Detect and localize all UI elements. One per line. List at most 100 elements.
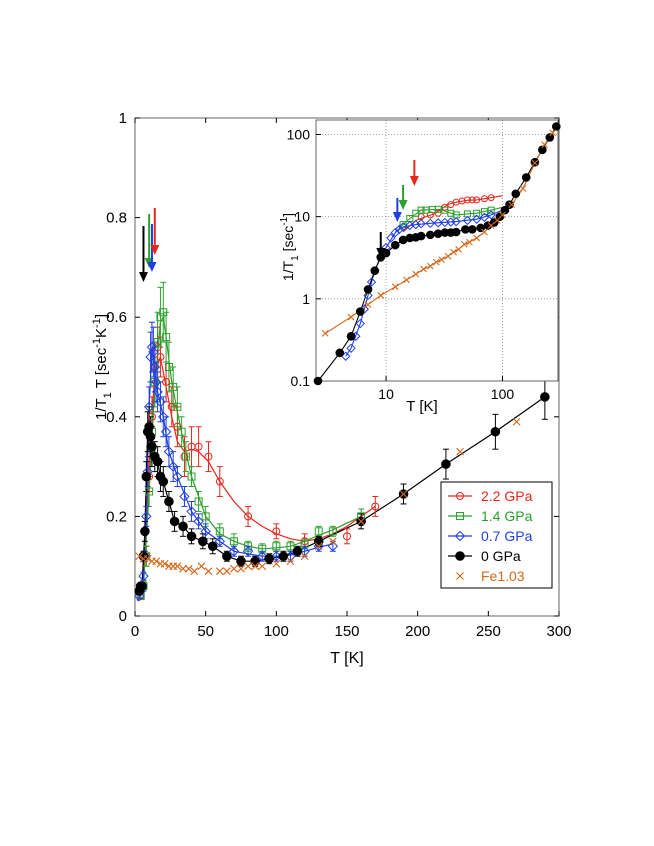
inset-point-1-6: [434, 205, 442, 213]
main-x-tick-label-1: 50: [197, 623, 214, 640]
main-point-3-13: [158, 476, 169, 487]
main-point-1-7: [156, 313, 165, 322]
main-arrow-0: [138, 226, 148, 282]
inset-point-2-21: [451, 216, 461, 227]
inset-point-2-5: [363, 290, 373, 301]
inset-point-1-12: [480, 208, 488, 216]
inset-point-3-4: [363, 285, 373, 294]
inset-point-3-1: [335, 348, 345, 358]
main-point-1-19: [229, 537, 238, 546]
main-ylabel-sup2: -1: [91, 318, 103, 328]
main-point-2-10: [148, 346, 159, 358]
main-x-tick-label-2: 100: [264, 623, 289, 640]
main-point-1-20: [244, 542, 253, 551]
main-point-1-13: [177, 427, 186, 436]
inset-point-0-1: [426, 211, 434, 219]
main-point-2-25: [228, 546, 240, 557]
inset-line-1: [394, 206, 503, 233]
main-point-4-27: [357, 517, 366, 526]
inset-point-3-23: [495, 212, 505, 221]
main-arrow-3-head: [150, 245, 160, 255]
main-point-2-12: [150, 376, 162, 388]
main-y-tick-label-1: 0.2: [106, 508, 127, 525]
legend-marker-4: [456, 572, 464, 580]
inset-point-0-11: [487, 194, 495, 202]
inset-point-4-1: [347, 313, 355, 321]
main-y-tick-label-5: 1: [119, 110, 127, 127]
inset-point-4-3: [377, 292, 385, 299]
inset-point-4-14: [460, 240, 468, 248]
main-arrow-3: [150, 208, 160, 255]
main-point-4-6: [160, 559, 169, 568]
main-arrow-2: [147, 224, 157, 272]
main-point-2-18: [167, 461, 179, 472]
main-point-2-20: [179, 491, 190, 502]
main-x-tick-label-4: 200: [405, 623, 430, 640]
main-y-tick-label-2: 0.4: [106, 409, 127, 426]
legend-item-4: Fe1.03: [456, 568, 525, 584]
main-point-3-5: [141, 471, 152, 482]
inset-point-0-8: [468, 196, 476, 204]
main-point-4-21: [258, 562, 267, 571]
inset-point-2-12: [394, 224, 405, 235]
main-point-0-13: [194, 442, 203, 451]
main-point-3-18: [198, 536, 208, 547]
inset-point-2-16: [416, 219, 426, 229]
main-point-3-4: [140, 526, 150, 537]
inset-point-3-19: [467, 225, 477, 234]
main-point-2-17: [163, 446, 175, 457]
inset-arrow-0: [376, 232, 386, 258]
main-point-4-4: [152, 557, 161, 566]
legend-label-1: 1.4 GPa: [481, 508, 533, 524]
main-ylabel-part-a: 1/T: [93, 398, 110, 420]
inset-point-4-8: [426, 262, 434, 270]
inset-transition-arrows: [376, 160, 419, 258]
main-point-4-10: [179, 564, 187, 573]
inset-point-2-18: [433, 218, 443, 228]
main-point-4-28: [399, 490, 408, 498]
inset-arrow-1-head: [392, 212, 402, 222]
inset-point-4-17: [481, 228, 488, 236]
inset-point-2-24: [479, 212, 490, 223]
main-point-4-12: [190, 567, 199, 576]
inset-point-2-17: [425, 218, 436, 229]
inset-point-4-23: [531, 159, 539, 167]
main-point-1-8: [159, 308, 168, 317]
main-point-0-6: [153, 343, 162, 352]
main-point-2-13: [152, 386, 163, 398]
inset-point-2-25: [486, 210, 496, 220]
main-point-0-8: [162, 377, 171, 386]
legend-label-3: 0 GPa: [481, 548, 521, 564]
inset-point-3-0: [313, 376, 323, 386]
main-point-3-22: [250, 556, 260, 567]
inset-point-4-9: [432, 258, 440, 266]
main-chart: 0 50 100 150 200 250 300 0 0.2 0.4 0.6 0.8 1 T [K] 1…: [91, 110, 572, 667]
main-point-3-23: [264, 553, 275, 564]
main-point-2-8: [145, 351, 156, 363]
inset-point-4-18: [487, 222, 495, 229]
main-y-tick-label-3: 0.6: [106, 309, 127, 326]
main-point-1-16: [194, 497, 203, 506]
main-point-2-23: [200, 526, 211, 537]
inset-point-4-5: [403, 276, 410, 284]
inset-point-1-8: [447, 209, 455, 217]
legend-label-2: 0.7 GPa: [481, 528, 533, 544]
main-data-points: [134, 308, 550, 602]
main-point-4-2: [143, 554, 152, 563]
inset-x-axis-label: T [K]: [406, 398, 437, 415]
main-y-tick-label-0: 0: [119, 608, 127, 625]
inset-arrow-3: [409, 160, 419, 186]
inset-ylabel-part-a: 1/T: [280, 260, 296, 281]
inset-y-axis-label: 1/T1 [sec-1]: [279, 213, 301, 281]
main-x-tick-label-0: 0: [131, 623, 139, 640]
main-point-3-7: [144, 421, 154, 432]
main-point-4-24: [300, 552, 309, 561]
legend: 2.2 GPa 1.4 GPa 0.7 GPa 0 GPa Fe1.03: [440, 481, 553, 589]
main-x-axis-label: T [K]: [330, 650, 364, 667]
inset-point-3-2: [346, 331, 356, 341]
main-y-tick-label-4: 0.8: [106, 210, 127, 227]
inset-point-4-21: [508, 201, 516, 209]
main-point-4-17: [230, 564, 238, 573]
